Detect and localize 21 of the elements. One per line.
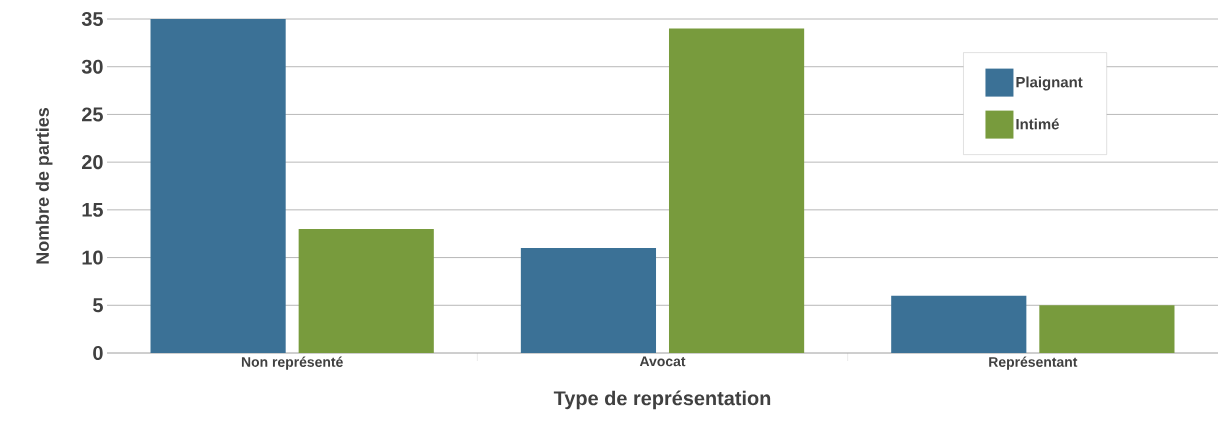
x-tick-label: Représentant: [989, 356, 1078, 370]
bar: [150, 19, 286, 353]
y-tick-label: 0: [93, 345, 103, 361]
bar: [298, 228, 434, 353]
y-tick-label: 5: [93, 298, 103, 313]
y-tick-label: 25: [82, 107, 103, 122]
x-axis-title: Type de représentation: [553, 390, 771, 410]
y-axis-title: Nombre de parties: [35, 108, 53, 264]
y-tick-label: 30: [81, 59, 103, 74]
y-tick-label: 35: [81, 11, 103, 27]
bar: [520, 248, 657, 353]
bar: [891, 295, 1027, 353]
x-tick-label: Non représenté: [241, 356, 343, 370]
legend-label: Intimé: [1016, 118, 1059, 130]
y-tick-label: 10: [82, 250, 103, 265]
bar: [668, 28, 805, 353]
legend-label: Plaignant: [1016, 76, 1083, 91]
y-tick-label: 15: [82, 202, 103, 217]
y-tick-label: 20: [82, 155, 103, 170]
x-tick-label: Avocat: [639, 356, 686, 367]
bar: [1039, 305, 1175, 353]
